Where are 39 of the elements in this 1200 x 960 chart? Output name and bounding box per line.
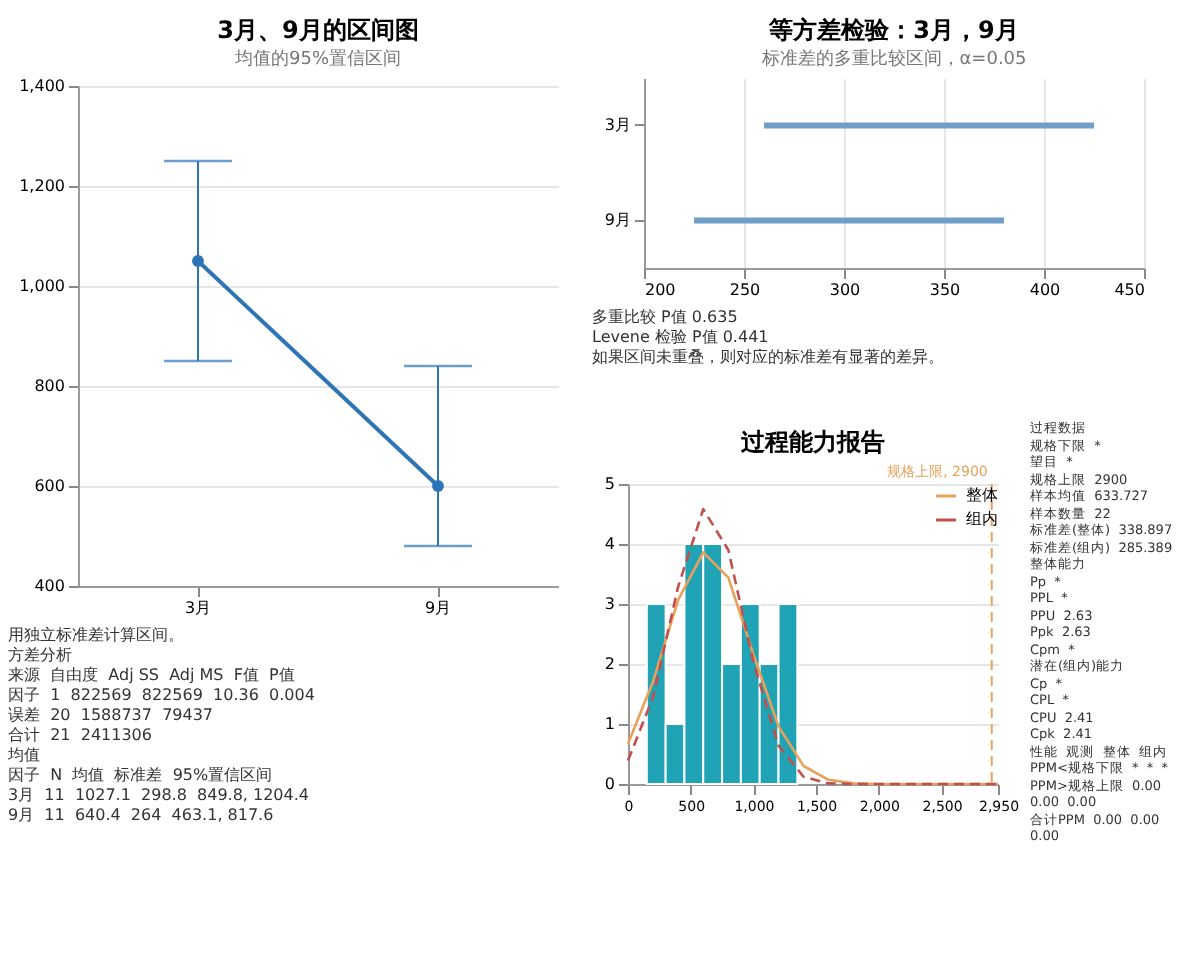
y-tick-label: 3 [604,595,615,613]
y-tick-label: 0 [604,775,615,793]
chart-subtitle: 均值的95%置信区间 [232,48,402,70]
text: 合计 21 2411306 [8,726,154,746]
chart-title: 3月、9月的区间图 [217,16,419,44]
y-tick-label: 800 [34,377,65,395]
y-tick-label: 1 [604,715,615,733]
text: 3月 11 1027.1 298.8 849.8, 1204.4 [8,786,311,806]
chart-title: 等方差检验：3月，9月 [767,16,1019,44]
text: Levene 检验 P值 0.441 [592,328,771,348]
y-tick-label: 600 [34,477,65,495]
y-tick-label: 1,200 [19,177,65,195]
y-tick-label: 4 [604,535,615,553]
source-note: 来源 自由度 Adj SS Adj MS F值 P值 [8,666,297,686]
text: 如果区间未重叠，则对应的标准差有显著的差异。 [592,348,946,368]
text: 因子 1 822569 822569 10.36 0.004 [8,686,317,706]
chart-title: 过程能力报告 [739,428,885,456]
legend-label: 整体 [966,486,998,504]
text: 均值 [8,746,42,766]
y-tick-label: 3月 [604,115,631,134]
legend-label: 组内 [966,510,998,528]
y-tick-label: 1,400 [19,77,65,95]
text: 因子 N 均值 标准差 95%置信区间 [8,766,275,786]
x-tick-label: 400 [1029,281,1061,299]
x-tick-label: 200 [645,281,676,299]
x-tick-label: 250 [729,281,761,299]
text: 用独立标准差计算区间。 [8,626,186,646]
y-tick-label: 9月 [604,210,631,229]
y-tick-label: 2 [604,655,615,673]
x-tick-label: 300 [829,281,861,299]
text: 多重比较 P值 0.635 [592,308,740,328]
x-tick-label: 350 [929,281,961,299]
y-tick-label: 5 [604,475,615,493]
text: 误差 20 1588737 79437 [8,706,216,726]
chart-subtitle: 标准差的多重比较区间，α=0.05 [759,48,1027,70]
text: 方差分析 [8,646,74,666]
y-tick-label: 400 [34,577,65,595]
text: 9月 11 640.4 264 463.1, 817.6 [8,806,276,826]
x-tick-label: 450 [1114,281,1145,299]
